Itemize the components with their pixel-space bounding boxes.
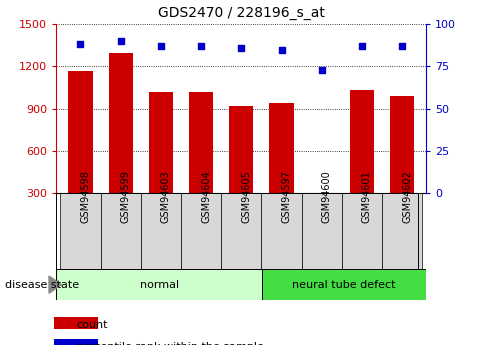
Bar: [270, 103, 294, 235]
Title: GDS2470 / 228196_s_at: GDS2470 / 228196_s_at: [158, 6, 325, 20]
Bar: [262, 193, 302, 269]
Text: normal: normal: [140, 280, 179, 289]
Text: GSM94598: GSM94598: [80, 170, 91, 223]
Bar: [181, 193, 221, 269]
Bar: [221, 193, 262, 269]
Bar: [342, 193, 382, 269]
Point: [398, 43, 406, 49]
Bar: [390, 96, 414, 235]
Point: [278, 47, 286, 52]
Text: GSM94601: GSM94601: [362, 170, 372, 223]
Text: percentile rank within the sample: percentile rank within the sample: [76, 342, 264, 345]
Bar: [189, 92, 213, 235]
Point: [197, 43, 205, 49]
Text: count: count: [76, 320, 108, 330]
Point: [76, 42, 84, 47]
Text: GSM94599: GSM94599: [121, 170, 131, 223]
Bar: [141, 193, 181, 269]
Point: [318, 67, 326, 72]
Bar: [302, 193, 342, 269]
Text: neural tube defect: neural tube defect: [293, 280, 396, 289]
Bar: [109, 53, 133, 235]
Bar: [100, 193, 141, 269]
Bar: [229, 106, 253, 235]
Text: GSM94603: GSM94603: [161, 170, 171, 223]
Bar: [69, 71, 93, 235]
Bar: [382, 193, 422, 269]
Text: GSM94597: GSM94597: [282, 170, 292, 223]
Text: GSM94604: GSM94604: [201, 170, 211, 223]
Text: disease state: disease state: [5, 280, 79, 289]
Text: GSM94605: GSM94605: [242, 170, 251, 223]
Bar: [60, 193, 100, 269]
Bar: [262, 269, 426, 300]
Bar: [54, 339, 98, 345]
Bar: [54, 317, 98, 329]
Point: [157, 43, 165, 49]
Bar: [149, 92, 173, 235]
Point: [238, 45, 245, 51]
Bar: [56, 269, 262, 300]
Bar: [310, 193, 334, 235]
Point: [117, 38, 124, 44]
Text: GSM94602: GSM94602: [402, 170, 412, 223]
Bar: [350, 90, 374, 235]
Text: GSM94600: GSM94600: [322, 170, 332, 223]
Point: [358, 43, 366, 49]
